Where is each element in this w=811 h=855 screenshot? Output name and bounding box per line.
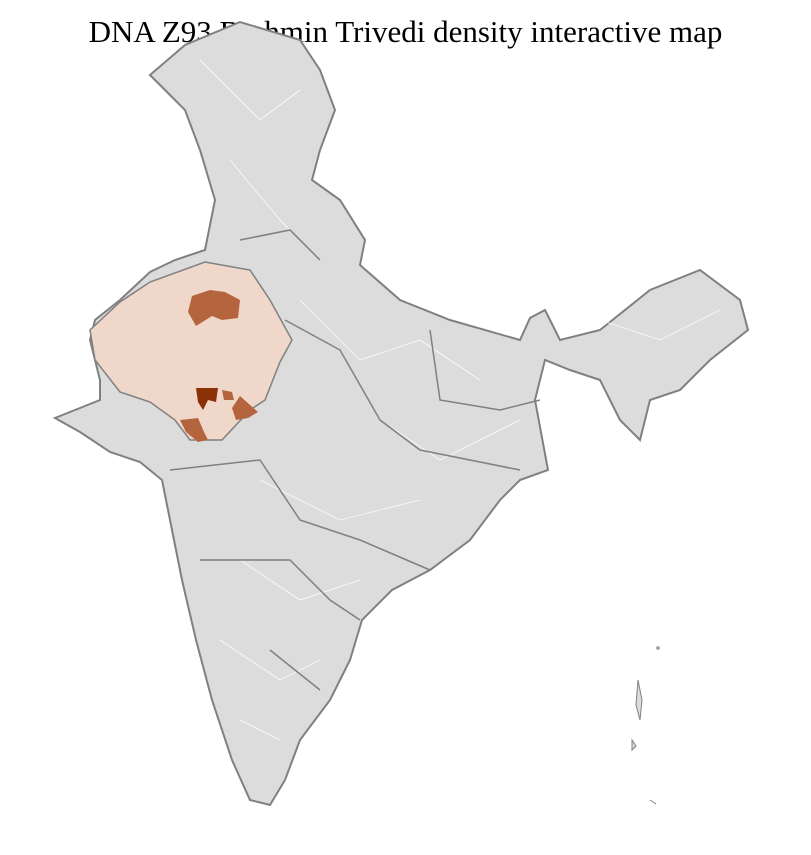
medium-density-district-north[interactable] [188,290,240,326]
state-borders [169,229,541,691]
andaman-islands[interactable] [631,646,660,752]
sri-lanka-edge-islands [649,799,657,805]
india-landmass[interactable] [52,20,750,807]
high-density-district[interactable] [196,388,218,410]
medium-density-district-mid[interactable] [222,390,234,400]
medium-density-district-south[interactable] [180,418,208,442]
rajasthan-low-density-region[interactable] [89,261,293,441]
medium-density-district-east[interactable] [232,396,258,420]
district-borders [199,59,721,741]
